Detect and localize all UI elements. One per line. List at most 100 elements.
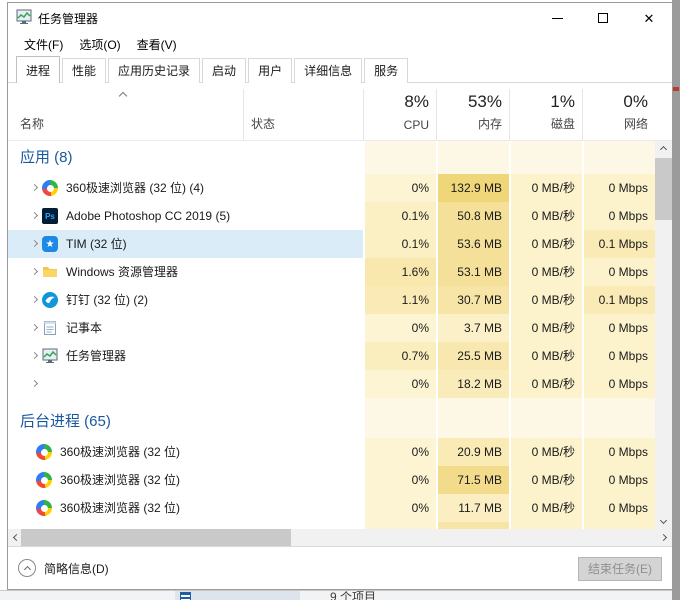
tab-5[interactable]: 详细信息 — [294, 58, 363, 83]
scroll-up-button[interactable] — [655, 141, 672, 158]
horizontal-scroll-thumb[interactable] — [21, 529, 291, 546]
end-task-button[interactable]: 结束任务(E) — [578, 557, 662, 581]
process-name-cell[interactable]: 记事本 — [8, 314, 363, 342]
process-row[interactable]: Ps Adobe Photoshop CC 2019 (5) 0.1% 50.8 MB… — [8, 202, 655, 230]
process-name: 钉钉 (32 位) (2) — [66, 293, 149, 307]
process-row[interactable]: 360极速浏览器 (32 位) 0% 20.9 MB 0 MB/秒 0 Mbps — [8, 438, 655, 466]
process-name-cell[interactable] — [8, 522, 363, 529]
tabbar: 进程 性能 应用历史记录 启动 用户 详细信息 服务 — [8, 56, 672, 83]
tab-6[interactable]: 服务 — [364, 58, 409, 83]
empty-cell — [363, 141, 436, 174]
process-name-cell[interactable]: 360极速浏览器 (32 位) — [8, 466, 363, 494]
usage-cells: 0.1% 53.6 MB 0 MB/秒 0.1 Mbps — [363, 230, 655, 258]
usage-cells: 0% 71.5 MB 0 MB/秒 0 Mbps — [363, 466, 655, 494]
memory-cell: 25.5 MB — [436, 342, 509, 370]
memory-cell: 18.2 MB — [436, 370, 509, 398]
scroll-down-button[interactable] — [655, 512, 672, 529]
section-header-0[interactable]: 应用 (8) — [8, 141, 655, 174]
process-row[interactable]: 0% 18.2 MB 0 MB/秒 0 Mbps — [8, 370, 655, 398]
expand-chevron-icon[interactable] — [30, 239, 39, 248]
cpu-cell: 0.1% — [363, 230, 436, 258]
close-icon: ✕ — [643, 10, 655, 26]
process-row[interactable]: Windows 资源管理器 1.6% 53.1 MB 0 MB/秒 0 Mbps — [8, 258, 655, 286]
column-header-cpu[interactable]: 8% CPU — [363, 85, 436, 140]
vertical-scroll-thumb[interactable] — [655, 158, 672, 220]
tab-1[interactable]: 性能 — [62, 58, 107, 83]
memory-cell: 53.1 MB — [436, 258, 509, 286]
expand-chevron-icon[interactable] — [30, 267, 39, 276]
cpu-cell: 0% — [363, 438, 436, 466]
process-name-cell[interactable]: 360极速浏览器 (32 位) — [8, 438, 363, 466]
cpu-label: CPU — [403, 118, 429, 132]
memory-cell — [436, 522, 509, 529]
process-row[interactable]: 任务管理器 0.7% 25.5 MB 0 MB/秒 0 Mbps — [8, 342, 655, 370]
menu-item-0[interactable]: 文件(F) — [24, 37, 64, 52]
horizontal-scrollbar[interactable] — [8, 529, 672, 546]
process-name-cell[interactable]: ★ TIM (32 位) — [8, 230, 363, 258]
memory-total-percent: 53% — [467, 92, 502, 111]
disk-total-percent: 1% — [550, 92, 575, 111]
process-name-cell[interactable]: 钉钉 (32 位) (2) — [8, 286, 363, 314]
vertical-scrollbar[interactable] — [655, 141, 672, 529]
tab-4[interactable]: 用户 — [248, 58, 293, 83]
process-name-cell[interactable]: 360极速浏览器 (32 位) — [8, 494, 363, 522]
process-name-cell[interactable]: Windows 资源管理器 — [8, 258, 363, 286]
network-cell — [582, 522, 655, 529]
cpu-cell: 0.1% — [363, 202, 436, 230]
section-header-1[interactable]: 后台进程 (65) — [8, 398, 655, 438]
tab-2[interactable]: 应用历史记录 — [108, 58, 201, 83]
column-header-memory[interactable]: 53% 内存 — [436, 85, 509, 140]
process-name-cell[interactable]: 任务管理器 — [8, 342, 363, 370]
usage-cells: 0% 20.9 MB 0 MB/秒 0 Mbps — [363, 438, 655, 466]
expand-chevron-icon[interactable] — [30, 183, 39, 192]
disk-cell: 0 MB/秒 — [509, 174, 582, 202]
disk-cell: 0 MB/秒 — [509, 494, 582, 522]
expand-chevron-icon[interactable] — [30, 295, 39, 304]
process-row[interactable]: 360极速浏览器 (32 位) 0% 11.7 MB 0 MB/秒 0 Mbps — [8, 494, 655, 522]
column-header-network[interactable]: 0% 网络 — [582, 85, 655, 140]
browser-360-icon — [36, 472, 52, 488]
expand-chevron-icon[interactable] — [30, 323, 39, 332]
expand-chevron-icon[interactable] — [30, 351, 39, 360]
process-name-cell[interactable]: 360极速浏览器 (32 位) (4) — [8, 174, 363, 202]
usage-cells: 0% 3.7 MB 0 MB/秒 0 Mbps — [363, 314, 655, 342]
column-header-status[interactable]: 状态 — [251, 117, 276, 131]
process-name-cell[interactable]: Ps Adobe Photoshop CC 2019 (5) — [8, 202, 363, 230]
column-separator — [509, 89, 510, 140]
fewer-details-toggle[interactable]: 简略信息(D) — [18, 559, 109, 577]
tab-0[interactable]: 进程 — [16, 56, 61, 83]
browser-360-icon — [42, 180, 58, 196]
expand-chevron-icon[interactable] — [30, 211, 39, 220]
expand-chevron-icon[interactable] — [30, 379, 39, 388]
maximize-button[interactable] — [580, 3, 626, 33]
task-manager-app-icon — [16, 9, 32, 28]
minimize-button[interactable] — [534, 3, 580, 33]
empty-cell — [436, 398, 509, 438]
process-name-cell[interactable] — [8, 370, 363, 398]
process-row[interactable]: 360极速浏览器 (32 位) (4) 0% 132.9 MB 0 MB/秒 0 Mbp… — [8, 174, 655, 202]
process-row[interactable]: 360极速浏览器 (32 位) 0% 71.5 MB 0 MB/秒 0 Mbps — [8, 466, 655, 494]
column-header-disk[interactable]: 1% 磁盘 — [509, 85, 582, 140]
scroll-right-button[interactable] — [655, 529, 672, 546]
close-button[interactable]: ✕ — [626, 3, 672, 33]
column-header-name[interactable]: 名称 — [20, 117, 45, 131]
background-window-red-mark — [673, 87, 679, 91]
network-cell: 0 Mbps — [582, 494, 655, 522]
cpu-cell: 0% — [363, 174, 436, 202]
process-row[interactable]: 记事本 0% 3.7 MB 0 MB/秒 0 Mbps — [8, 314, 655, 342]
column-separator — [582, 89, 583, 140]
chevron-up-icon — [659, 145, 668, 154]
menu-item-2[interactable]: 查看(V) — [136, 37, 177, 52]
column-separator — [363, 89, 364, 140]
disk-cell: 0 MB/秒 — [509, 438, 582, 466]
disk-cell: 0 MB/秒 — [509, 466, 582, 494]
process-row[interactable]: ★ TIM (32 位) 0.1% 53.6 MB 0 MB/秒 0.1 Mbps — [8, 230, 655, 258]
process-row[interactable] — [8, 522, 655, 529]
menu-item-1[interactable]: 选项(O) — [79, 37, 121, 52]
empty-cell — [363, 398, 436, 438]
process-row[interactable]: 钉钉 (32 位) (2) 1.1% 30.7 MB 0 MB/秒 0.1 Mbps — [8, 286, 655, 314]
usage-cells: 1.1% 30.7 MB 0 MB/秒 0.1 Mbps — [363, 286, 655, 314]
minimize-icon — [551, 17, 563, 19]
cpu-cell: 1.6% — [363, 258, 436, 286]
tab-3[interactable]: 启动 — [202, 58, 247, 83]
